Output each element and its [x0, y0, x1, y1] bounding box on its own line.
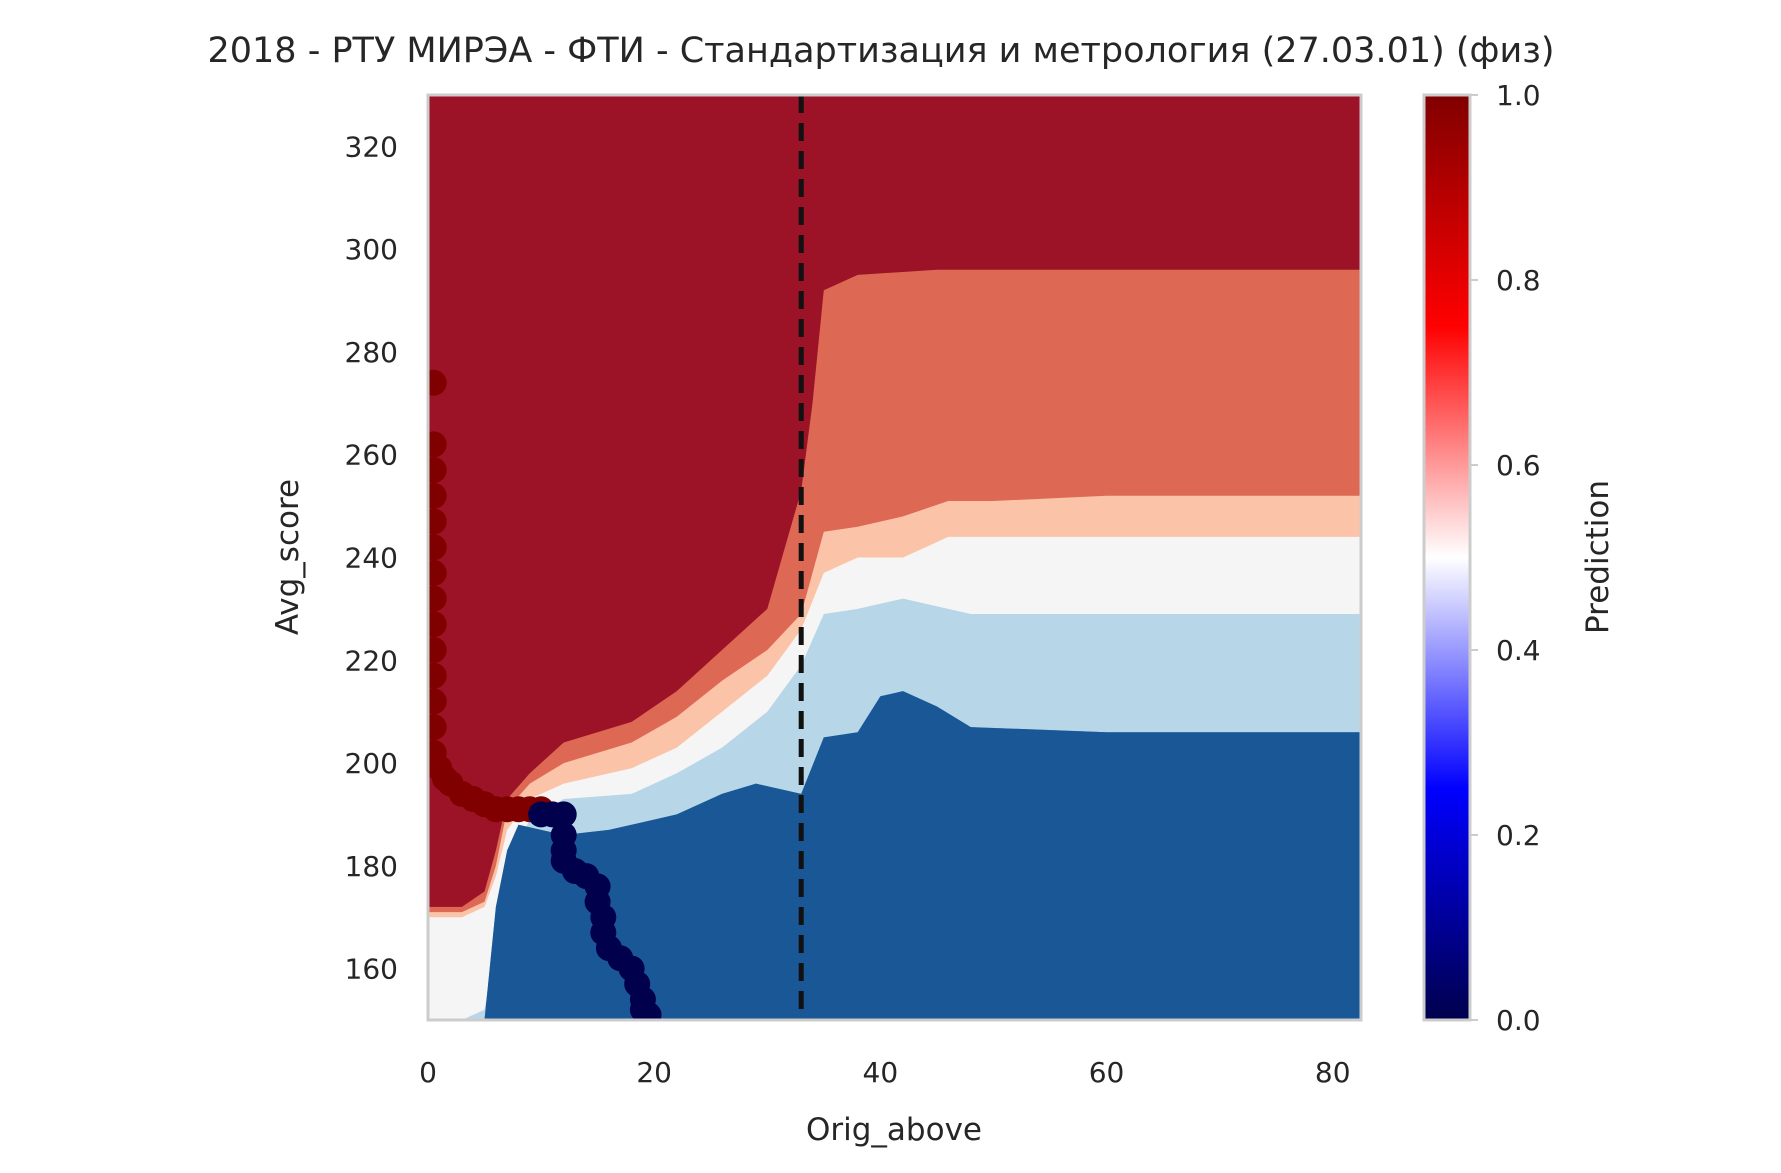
- chart-title: 2018 - РТУ МИРЭА - ФТИ - Стандартизация …: [208, 31, 1555, 71]
- y-axis-label: Avg_score: [270, 479, 306, 635]
- y-tick-label: 320: [345, 130, 398, 163]
- y-tick-label: 160: [345, 953, 398, 986]
- x-axis-label: Orig_above: [806, 1112, 982, 1148]
- colorbar-ticks: 0.0 0.2 0.4 0.6 0.8 1.0: [1470, 79, 1541, 1037]
- colorbar-tick-label: 0.6: [1496, 449, 1541, 482]
- scatter-point: [428, 611, 447, 638]
- y-tick-label: 260: [345, 439, 398, 472]
- colorbar-label: Prediction: [1580, 480, 1616, 634]
- scatter-point: [428, 482, 447, 509]
- colorbar-tick-label: 0.8: [1496, 264, 1541, 297]
- scatter-point: [428, 714, 447, 741]
- scatter-point: [428, 585, 447, 612]
- y-tick-label: 300: [345, 233, 398, 266]
- plot-frame: [426, 93, 1363, 1022]
- x-tick-label: 40: [863, 1056, 899, 1089]
- scatter-point: [428, 369, 447, 396]
- colorbar-tick-label: 0.2: [1496, 819, 1541, 852]
- y-tick-label: 240: [345, 542, 398, 575]
- contour-band-0: [428, 691, 1361, 1020]
- x-ticks: 0 20 40 60 80: [419, 1056, 1350, 1089]
- y-ticks: 160 180 200 220 240 260 280 300 320: [345, 130, 398, 985]
- x-tick-label: 0: [419, 1056, 437, 1089]
- scatter-point: [550, 801, 577, 828]
- colorbar-frame: [1422, 93, 1472, 1022]
- plot-area: [428, 95, 1361, 1020]
- x-tick-label: 60: [1089, 1056, 1125, 1089]
- scatter-point: [428, 662, 447, 689]
- colorbar-tick-label: 0.0: [1496, 1004, 1541, 1037]
- scatter-layer: [428, 369, 662, 1020]
- scatter-point: [428, 534, 447, 561]
- colorbar: 0.0 0.2 0.4 0.6 0.8 1.0 Prediction: [1422, 79, 1616, 1037]
- colorbar-tick-label: 1.0: [1496, 79, 1541, 112]
- scatter-point: [428, 431, 447, 458]
- scatter-point: [428, 559, 447, 586]
- y-tick-label: 200: [345, 747, 398, 780]
- scatter-point: [428, 508, 447, 535]
- contour-layer: [428, 95, 1361, 1020]
- y-tick-label: 220: [345, 644, 398, 677]
- scatter-point: [428, 688, 447, 715]
- scatter-point: [428, 457, 447, 484]
- y-tick-label: 280: [345, 336, 398, 369]
- scatter-point: [635, 1001, 662, 1020]
- colorbar-gradient: [1424, 95, 1470, 1020]
- y-tick-label: 180: [345, 850, 398, 883]
- scatter-point: [428, 637, 447, 663]
- x-tick-label: 20: [636, 1056, 672, 1089]
- x-tick-label: 80: [1315, 1056, 1351, 1089]
- colorbar-tick-label: 0.4: [1496, 634, 1541, 667]
